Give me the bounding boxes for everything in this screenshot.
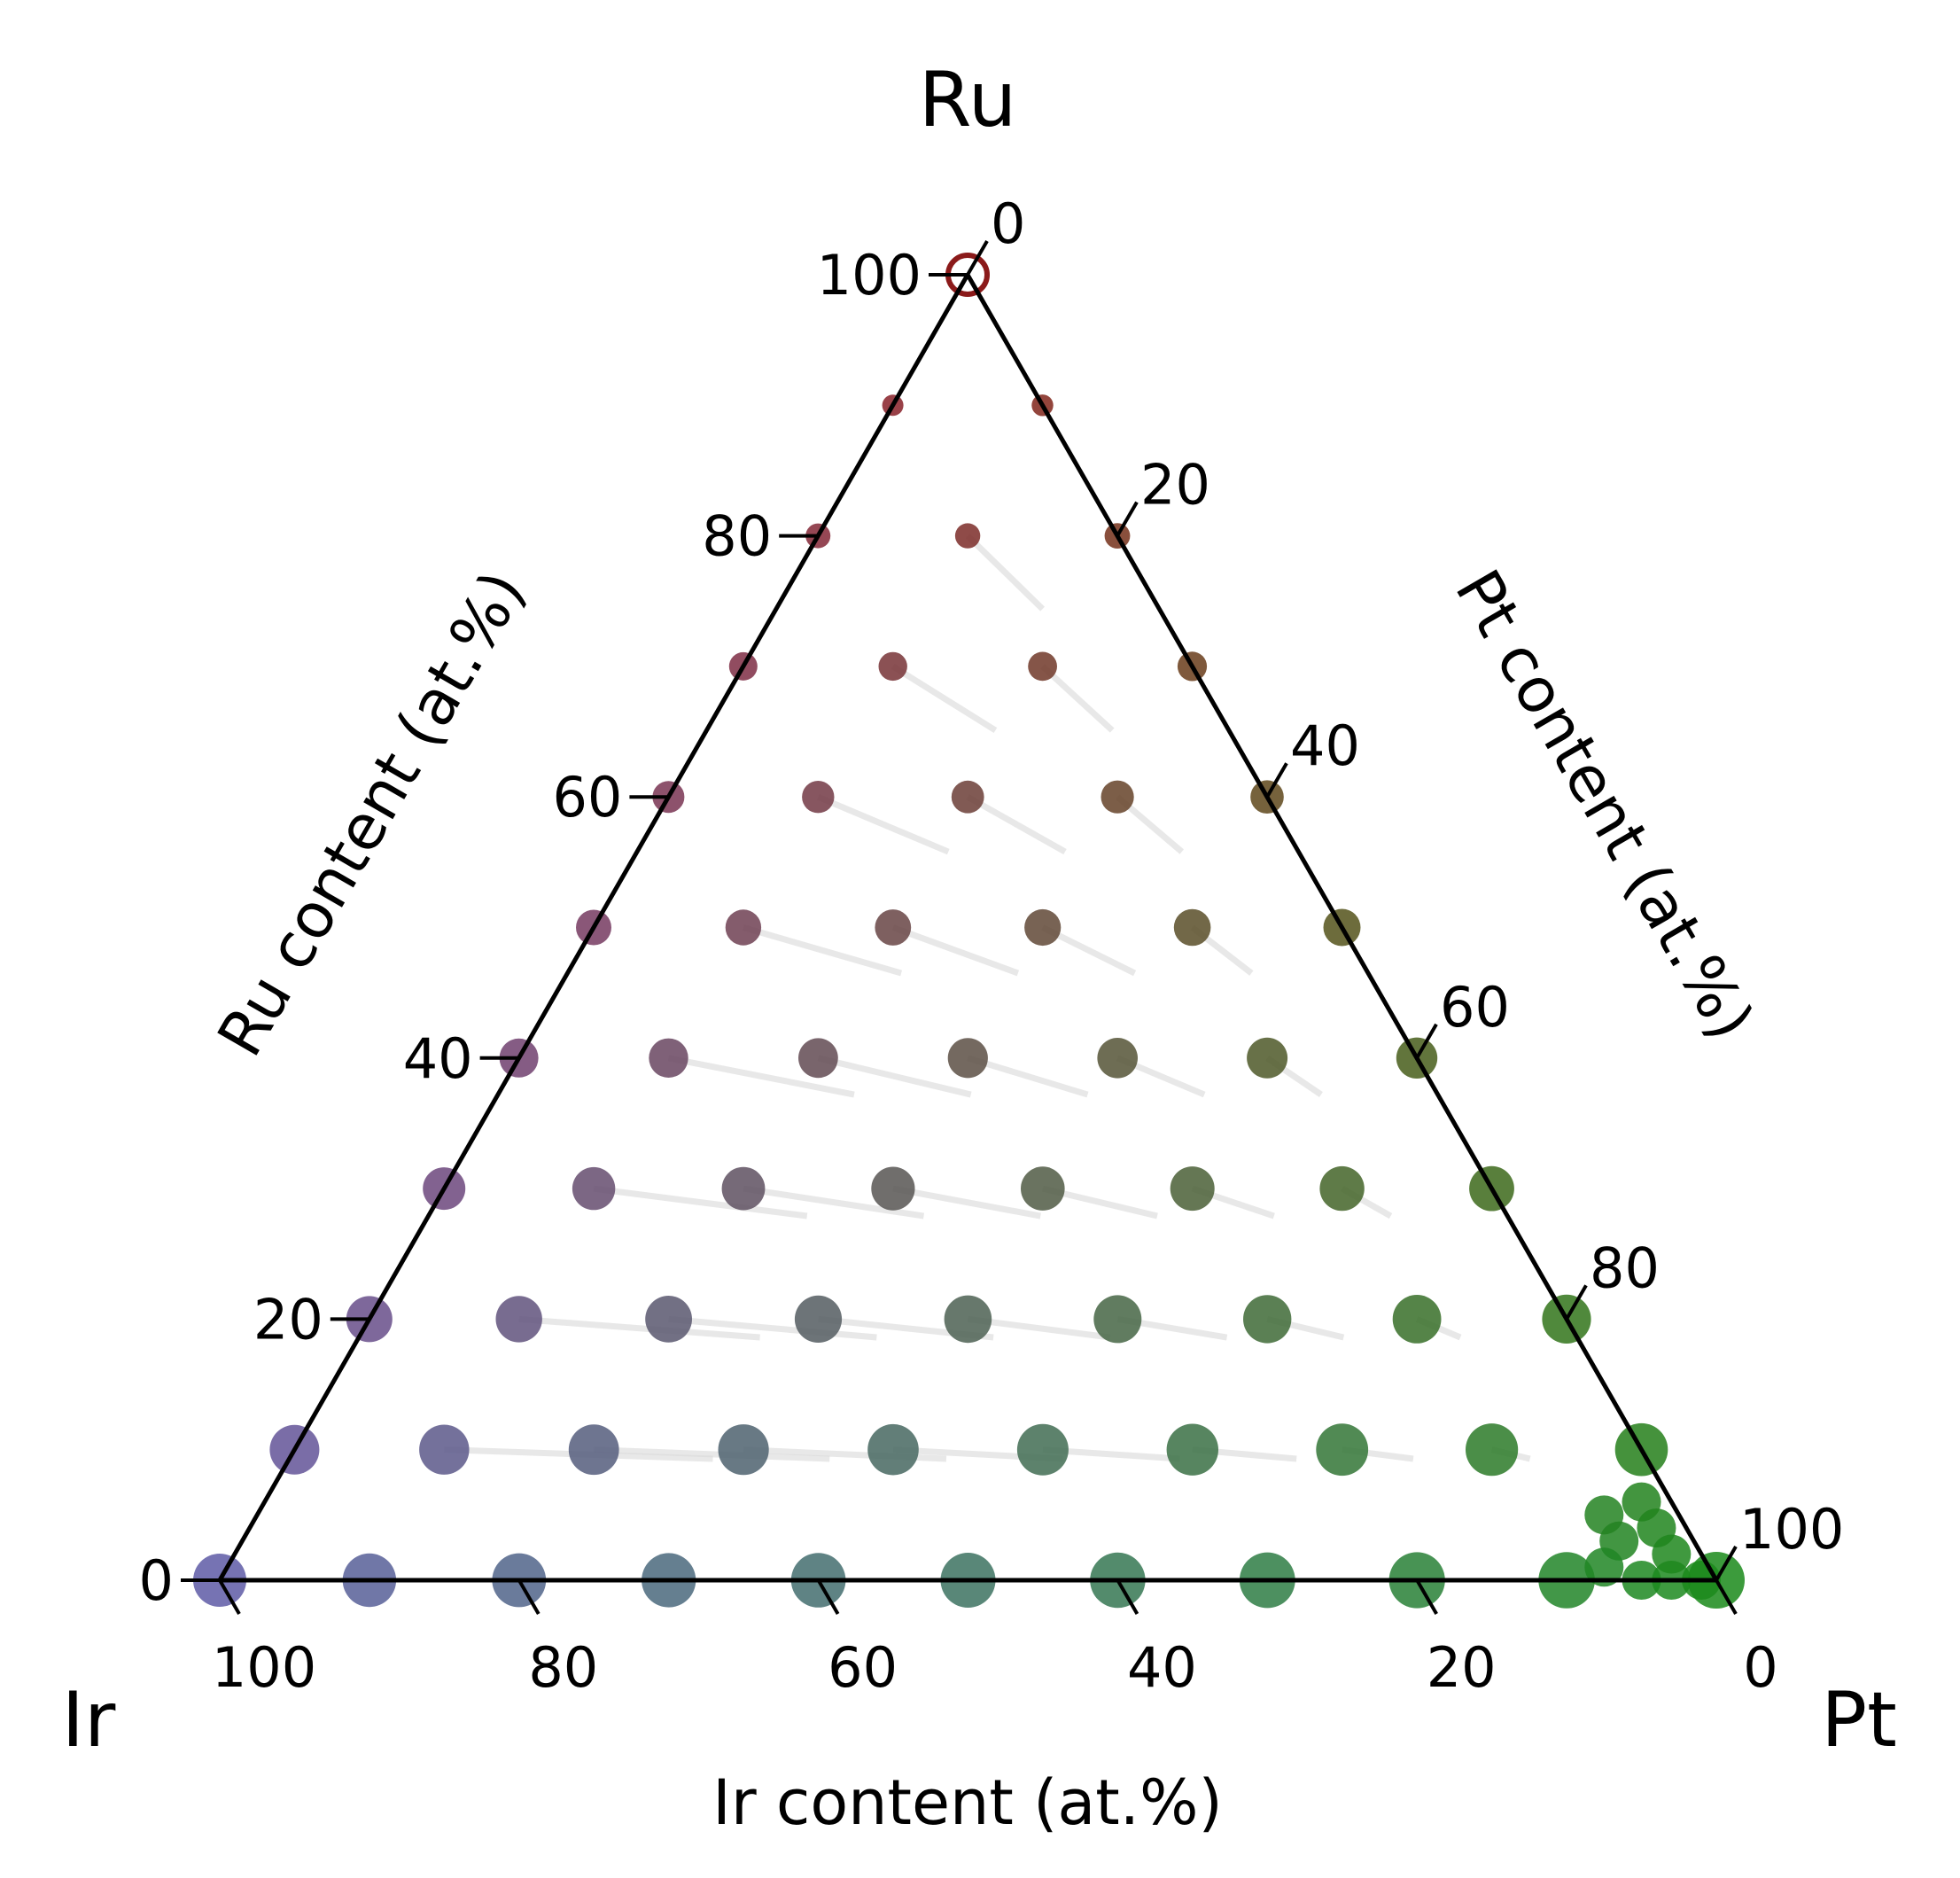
data-point xyxy=(721,1166,766,1211)
guide-line xyxy=(891,663,998,734)
ir-tick xyxy=(218,1578,241,1616)
data-point xyxy=(1024,908,1062,947)
data-point xyxy=(1170,1166,1215,1212)
guide-line xyxy=(816,793,950,855)
data-point xyxy=(1028,651,1057,682)
data-point xyxy=(1319,1165,1365,1212)
data-point xyxy=(954,523,981,549)
guide-line xyxy=(967,1055,1089,1098)
guide-line xyxy=(1040,664,1115,733)
data-points xyxy=(193,253,1745,1609)
guide-line xyxy=(593,1185,808,1220)
data-point xyxy=(1466,1423,1519,1477)
corner-label-pt: Pt xyxy=(1821,1676,1897,1765)
data-point xyxy=(1021,1166,1065,1211)
data-point xyxy=(867,1423,919,1476)
ru-tick-label: 60 xyxy=(552,765,622,830)
ir-tick-label: 20 xyxy=(1427,1635,1497,1700)
data-point xyxy=(419,1424,470,1475)
guide-line xyxy=(743,1185,925,1220)
ir-tick xyxy=(1116,1578,1139,1616)
pt-tick xyxy=(966,239,989,277)
data-point xyxy=(1093,1295,1142,1344)
data-point xyxy=(1173,908,1211,947)
data-point xyxy=(1097,1038,1138,1079)
data-point xyxy=(725,909,762,946)
data-point xyxy=(944,1295,992,1344)
guide-line xyxy=(742,924,903,977)
corner-label-ru: Ru xyxy=(919,56,1016,144)
ir-tick-label: 0 xyxy=(1743,1635,1777,1700)
data-point xyxy=(1622,1482,1661,1522)
data-point xyxy=(572,1166,616,1211)
axis-line-right xyxy=(965,273,1719,1582)
guide-line xyxy=(817,1055,972,1098)
pt-tick xyxy=(1715,1545,1738,1582)
ir-tick-label: 60 xyxy=(828,1635,898,1700)
axis-title-left: Ru content (at.%) xyxy=(204,559,540,1069)
guide-line xyxy=(667,1055,855,1098)
ru-tick-label: 40 xyxy=(403,1026,473,1091)
ru-tick-label: 0 xyxy=(139,1548,174,1613)
axis-line-left xyxy=(217,273,970,1582)
data-point xyxy=(1166,1423,1219,1476)
tick-marks: 0 0 100 20 20 80 40 40 60 60 60 40 80 80 20 100 100 0 xyxy=(139,191,1845,1700)
guide-line xyxy=(892,1185,1041,1220)
data-point xyxy=(568,1424,619,1476)
data-point xyxy=(1243,1295,1292,1344)
data-point xyxy=(645,1296,692,1343)
corner-label-ir: Ir xyxy=(62,1676,116,1765)
ir-tick xyxy=(517,1578,541,1616)
data-point xyxy=(1247,1037,1288,1079)
data-point xyxy=(1016,1423,1069,1476)
guide-line xyxy=(518,1315,760,1341)
guide-line xyxy=(966,794,1067,855)
ir-tick xyxy=(1415,1578,1438,1616)
guide-line xyxy=(891,924,1020,977)
ir-tick-label: 100 xyxy=(212,1635,316,1700)
ru-tick-label: 80 xyxy=(702,504,772,569)
data-point xyxy=(495,1296,542,1343)
pt-tick-label: 0 xyxy=(991,191,1025,256)
data-point xyxy=(1584,1547,1624,1587)
data-point xyxy=(794,1295,843,1343)
guide-line xyxy=(668,1315,877,1341)
guide-line xyxy=(965,534,1046,612)
data-point xyxy=(951,780,984,814)
data-point xyxy=(802,781,835,814)
ru-tick-label: 100 xyxy=(817,243,922,308)
pt-tick-label: 80 xyxy=(1590,1235,1660,1300)
data-point xyxy=(1316,1423,1369,1477)
guide-line xyxy=(594,1446,830,1462)
data-point xyxy=(718,1424,769,1476)
pt-tick xyxy=(1415,1023,1438,1059)
data-point xyxy=(1101,780,1134,814)
pt-tick xyxy=(1565,1284,1588,1321)
pt-tick-label: 40 xyxy=(1290,713,1360,778)
pt-tick-label: 60 xyxy=(1440,975,1510,1040)
data-point xyxy=(871,1166,915,1211)
pt-tick xyxy=(1116,501,1139,537)
guide-line xyxy=(967,1315,1111,1341)
ir-tick-label: 40 xyxy=(1127,1635,1197,1700)
ir-tick xyxy=(816,1578,840,1616)
data-point xyxy=(1584,1495,1624,1535)
ir-tick xyxy=(1715,1578,1738,1616)
pt-tick xyxy=(1265,762,1288,799)
ir-tick-label: 80 xyxy=(528,1635,598,1700)
pt-tick-label: 20 xyxy=(1140,453,1210,518)
pt-tick-label: 100 xyxy=(1739,1497,1844,1562)
axis-title-bottom: Ir content (at.%) xyxy=(712,1766,1223,1839)
ru-tick-label: 20 xyxy=(253,1287,323,1352)
data-point xyxy=(649,1038,688,1079)
triangle-frame xyxy=(217,273,1719,1583)
data-point xyxy=(798,1038,838,1079)
data-point xyxy=(878,651,907,682)
data-point xyxy=(947,1038,988,1079)
data-point xyxy=(1392,1295,1442,1344)
data-point xyxy=(875,909,912,946)
